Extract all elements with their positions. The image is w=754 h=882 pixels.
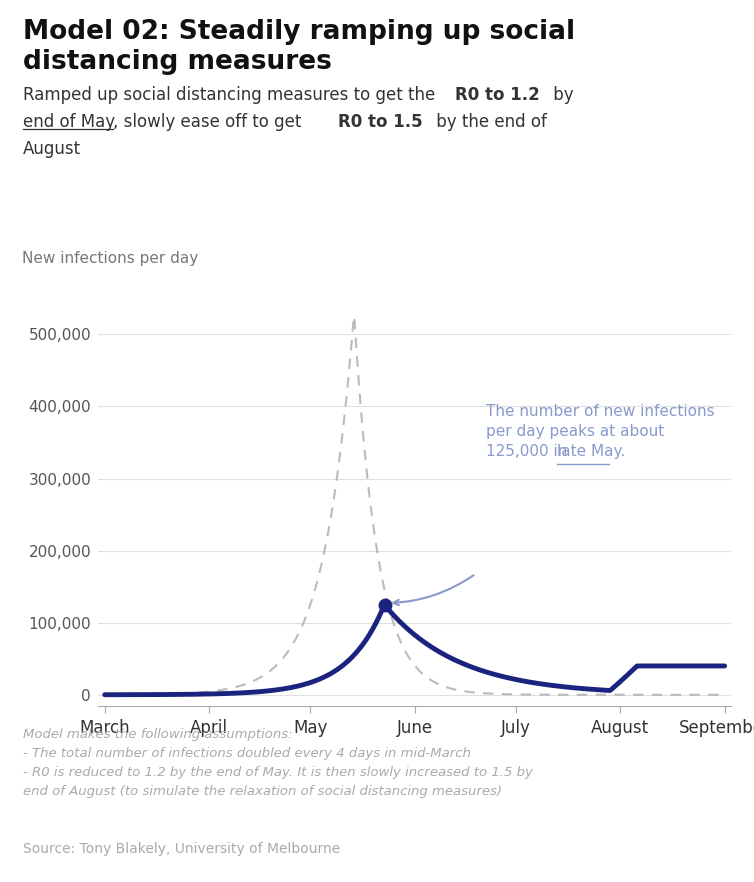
- Text: late May.: late May.: [557, 444, 626, 459]
- Text: August: August: [23, 140, 81, 158]
- Text: The number of new infections: The number of new infections: [486, 404, 715, 419]
- Text: by the end of: by the end of: [431, 113, 547, 131]
- Text: R0 to 1.5: R0 to 1.5: [338, 113, 422, 131]
- Text: Model makes the following assumptions:
- The total number of infections doubled : Model makes the following assumptions: -…: [23, 728, 532, 797]
- Text: New infections per day: New infections per day: [22, 251, 198, 266]
- Text: Source: Tony Blakely, University of Melbourne: Source: Tony Blakely, University of Melb…: [23, 842, 340, 856]
- Text: Ramped up social distancing measures to get the: Ramped up social distancing measures to …: [23, 86, 440, 103]
- Text: 125,000 in: 125,000 in: [486, 444, 572, 459]
- Text: by: by: [547, 86, 573, 103]
- Text: end of May: end of May: [23, 113, 115, 131]
- Text: per day peaks at about: per day peaks at about: [486, 424, 664, 439]
- Text: R0 to 1.2: R0 to 1.2: [455, 86, 539, 103]
- Text: Model 02: Steadily ramping up social: Model 02: Steadily ramping up social: [23, 19, 575, 45]
- Text: distancing measures: distancing measures: [23, 49, 332, 75]
- Text: , slowly ease off to get: , slowly ease off to get: [112, 113, 306, 131]
